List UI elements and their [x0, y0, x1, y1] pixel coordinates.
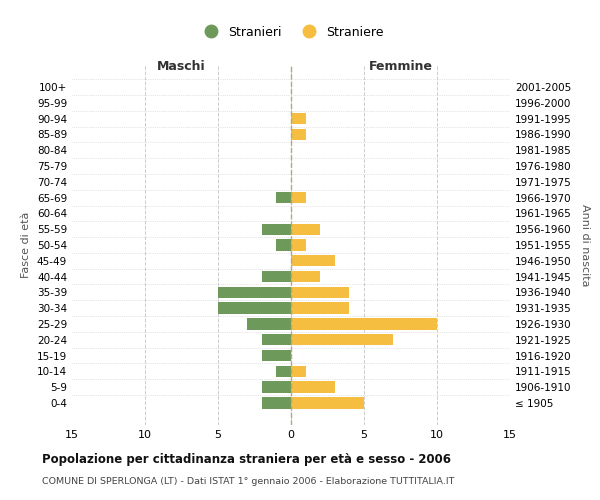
Bar	[291, 255, 335, 266]
Text: Maschi: Maschi	[157, 60, 206, 73]
Text: Femmine: Femmine	[368, 60, 433, 73]
Bar	[277, 240, 291, 250]
Bar	[262, 334, 291, 345]
Bar	[291, 366, 305, 377]
Bar	[291, 398, 364, 408]
Bar	[291, 113, 305, 124]
Y-axis label: Anni di nascita: Anni di nascita	[580, 204, 590, 286]
Bar	[218, 302, 291, 314]
Bar	[291, 224, 320, 235]
Bar	[262, 350, 291, 362]
Text: Popolazione per cittadinanza straniera per età e sesso - 2006: Popolazione per cittadinanza straniera p…	[42, 452, 451, 466]
Bar	[262, 224, 291, 235]
Bar	[247, 318, 291, 330]
Legend: Stranieri, Straniere: Stranieri, Straniere	[193, 21, 389, 44]
Y-axis label: Fasce di età: Fasce di età	[22, 212, 31, 278]
Bar	[291, 318, 437, 330]
Bar	[291, 271, 320, 282]
Bar	[291, 286, 349, 298]
Bar	[291, 240, 305, 250]
Bar	[262, 271, 291, 282]
Bar	[262, 398, 291, 408]
Text: COMUNE DI SPERLONGA (LT) - Dati ISTAT 1° gennaio 2006 - Elaborazione TUTTITALIA.: COMUNE DI SPERLONGA (LT) - Dati ISTAT 1°…	[42, 478, 454, 486]
Bar	[291, 382, 335, 393]
Bar	[262, 382, 291, 393]
Bar	[291, 302, 349, 314]
Bar	[277, 192, 291, 203]
Bar	[291, 192, 305, 203]
Bar	[291, 334, 393, 345]
Bar	[277, 366, 291, 377]
Bar	[291, 128, 305, 140]
Bar	[218, 286, 291, 298]
